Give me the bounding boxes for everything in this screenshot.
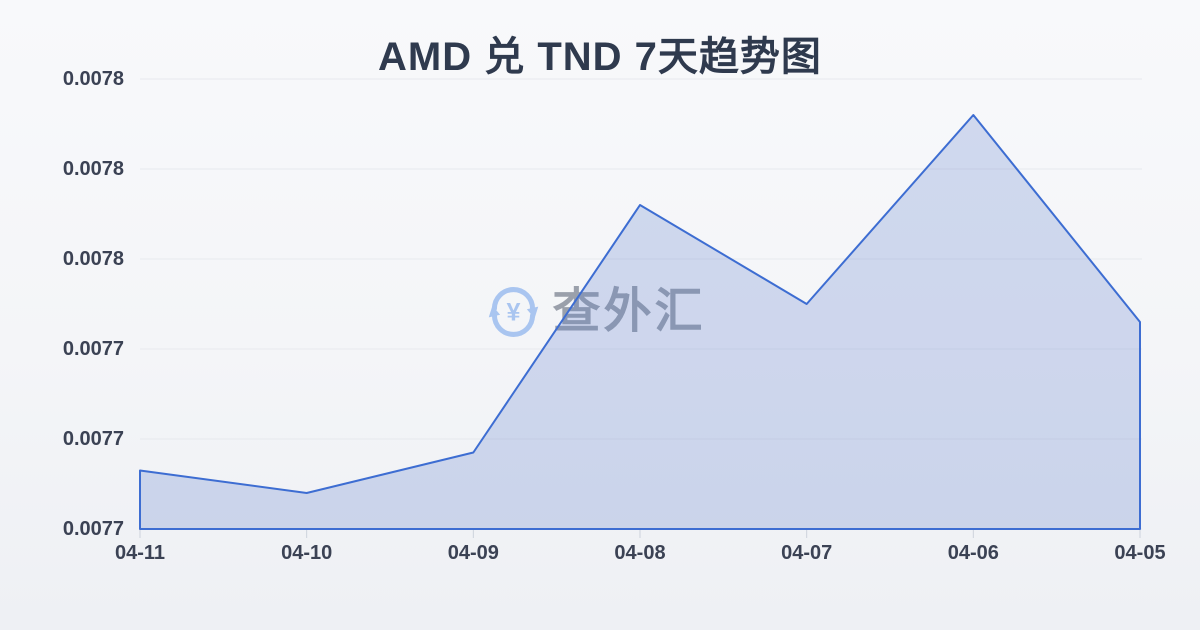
- currency-exchange-refresh-icon: ¥: [488, 287, 539, 337]
- y-axis-tick-label: 0.0077: [62, 428, 124, 450]
- y-axis-tick-label: 0.0078: [62, 68, 124, 90]
- x-axis-tick-label: 04-05: [1114, 542, 1166, 564]
- y-axis-tick-label: 0.0078: [62, 248, 124, 270]
- x-axis-tick-label: 04-08: [614, 542, 666, 564]
- svg-text:¥: ¥: [507, 299, 521, 327]
- x-axis-tick-label: 04-10: [281, 542, 333, 564]
- x-axis-tick-label: 04-07: [781, 542, 833, 564]
- y-axis-tick-label: 0.0077: [62, 518, 124, 540]
- watermark: ¥ 查外汇: [484, 283, 705, 341]
- chart-title: AMD 兑 TND 7天趋势图: [378, 35, 822, 79]
- x-axis-tick-label: 04-09: [447, 542, 499, 564]
- y-axis-tick-label: 0.0078: [62, 158, 124, 180]
- x-axis-tick-label: 04-11: [114, 542, 166, 564]
- watermark-text: 查外汇: [552, 285, 706, 338]
- y-axis-tick-label: 0.0077: [62, 338, 124, 360]
- x-axis-tick-label: 04-06: [947, 542, 999, 564]
